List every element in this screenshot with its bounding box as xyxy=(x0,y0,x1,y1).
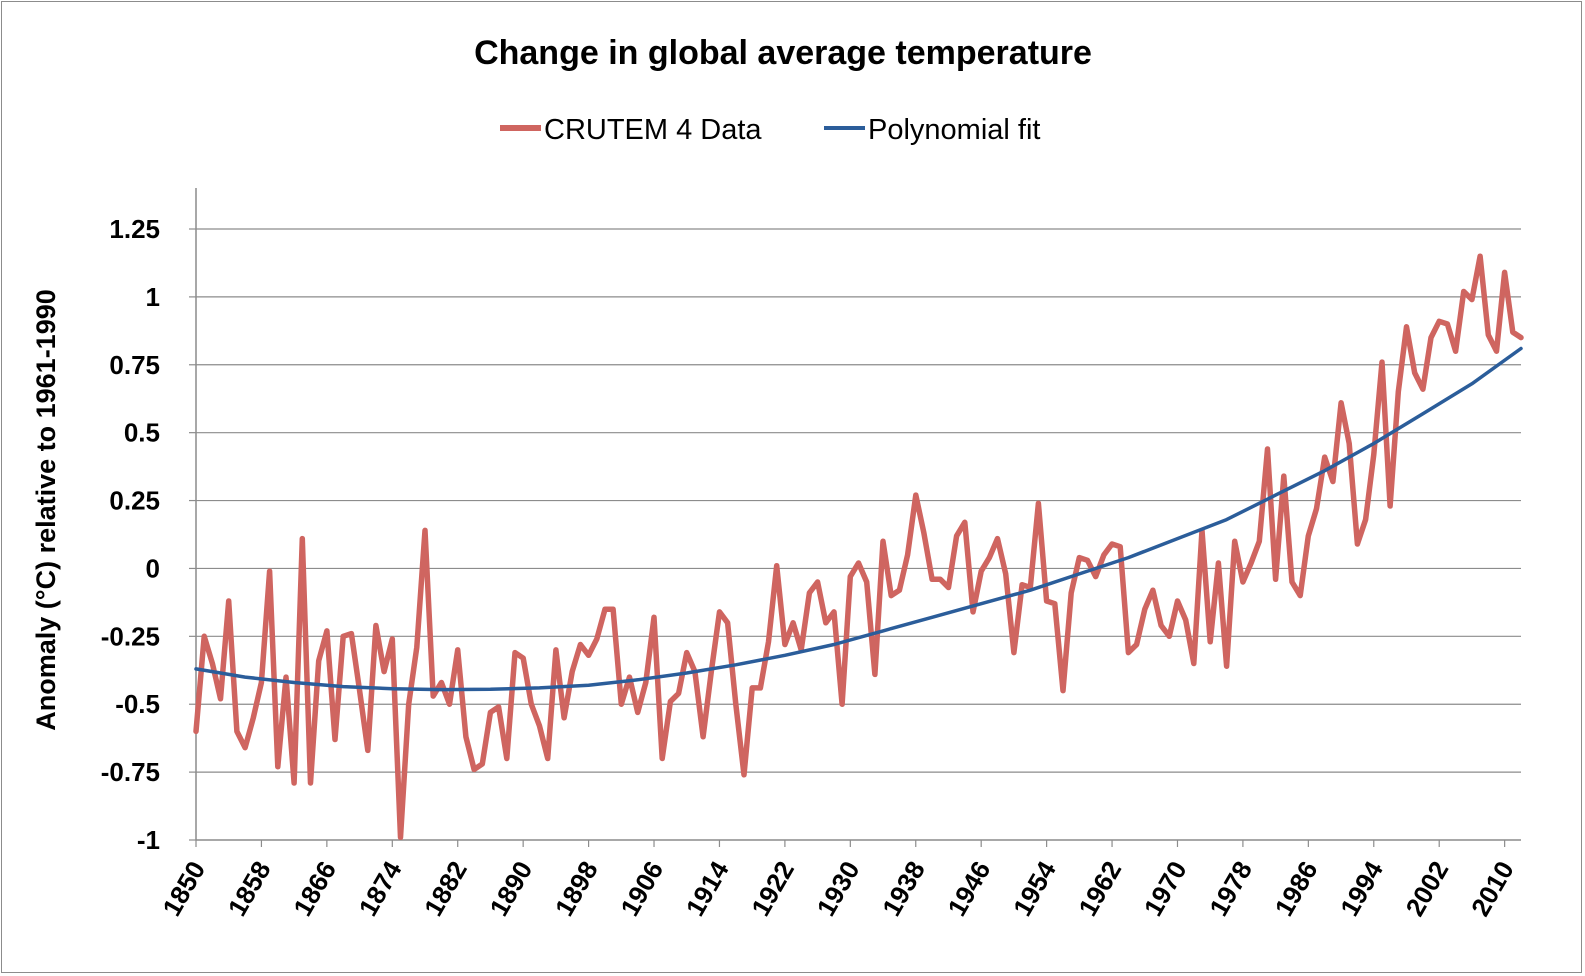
x-tick-label: 2010 xyxy=(1465,856,1520,921)
y-tick-label: -0.5 xyxy=(115,689,160,719)
y-axis-title: Anomaly (°C) relative to 1961-1990 xyxy=(31,289,61,730)
x-tick-label: 2002 xyxy=(1400,856,1455,921)
x-axis-ticks: 1850 1858 1866 1874 1882 1890 1898 1906 1914 1922… xyxy=(156,840,1520,921)
x-tick-label: 1906 xyxy=(614,856,669,921)
y-tick-label: 0 xyxy=(146,553,160,583)
x-tick-label: 1970 xyxy=(1138,856,1193,921)
legend-label-crutem: CRUTEM 4 Data xyxy=(544,114,762,146)
x-tick-label: 1914 xyxy=(680,856,735,922)
y-tick-label: -0.75 xyxy=(101,757,160,787)
x-tick-label: 1954 xyxy=(1007,856,1062,922)
x-tick-label: 1962 xyxy=(1072,856,1127,921)
y-tick-label: 0.75 xyxy=(109,350,160,380)
x-tick-label: 1994 xyxy=(1334,856,1389,922)
y-tick-label: 1.25 xyxy=(109,214,160,244)
legend-label-fit: Polynomial fit xyxy=(868,114,1040,146)
y-tick-label: -1 xyxy=(137,825,160,855)
x-tick-label: 1850 xyxy=(156,856,211,921)
series-line-crutem xyxy=(193,253,1524,841)
x-tick-label: 1882 xyxy=(418,856,473,921)
x-tick-label: 1858 xyxy=(222,856,277,921)
series-line-polynomial-fit xyxy=(194,346,1523,692)
chart-title: Change in global average temperature xyxy=(474,34,1092,72)
y-tick-label: 0.25 xyxy=(109,486,160,516)
x-tick-label: 1890 xyxy=(483,856,538,921)
y-tick-label: 0.5 xyxy=(124,418,160,448)
x-tick-label: 1930 xyxy=(811,856,866,921)
x-tick-label: 1898 xyxy=(549,856,604,921)
x-tick-label: 1874 xyxy=(353,856,408,922)
x-tick-label: 1946 xyxy=(941,856,996,921)
x-tick-label: 1866 xyxy=(287,856,342,921)
x-tick-label: 1978 xyxy=(1203,856,1258,921)
x-tick-label: 1922 xyxy=(745,856,800,921)
y-tick-label: -0.25 xyxy=(101,621,160,651)
y-tick-label: 1 xyxy=(146,282,160,312)
series-lines xyxy=(193,253,1524,841)
x-tick-label: 1986 xyxy=(1269,856,1324,921)
y-axis-ticks: -1 -0.75 -0.5 -0.25 0 0.25 0.5 0.75 1 1.25 xyxy=(101,214,196,855)
x-tick-label: 1938 xyxy=(876,856,931,921)
legend: CRUTEM 4 Data Polynomial fit xyxy=(500,114,1040,146)
